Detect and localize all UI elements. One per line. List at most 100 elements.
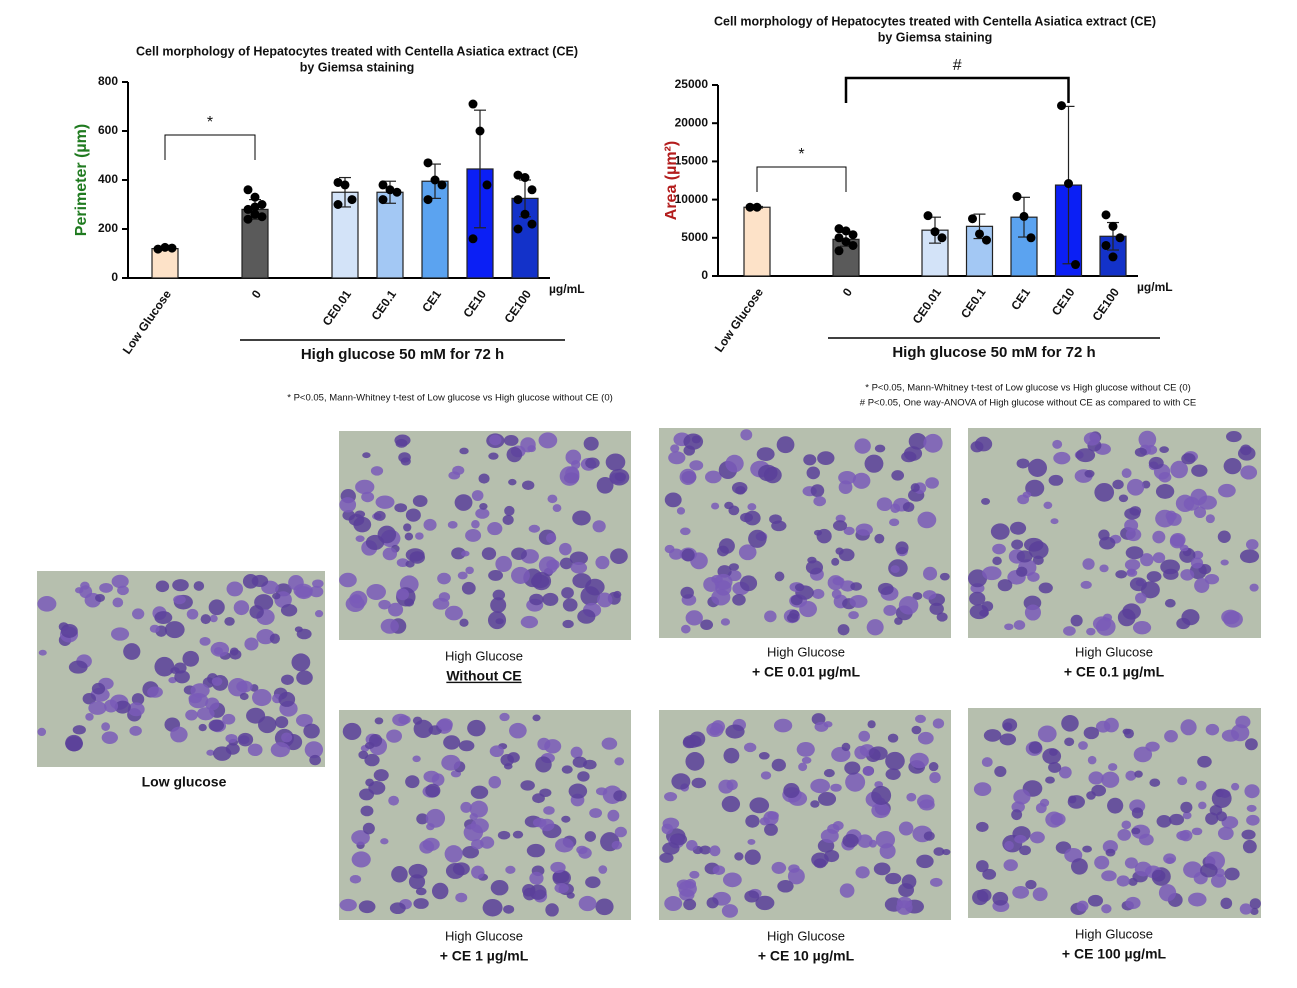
cell (451, 547, 466, 560)
cell (982, 868, 997, 880)
cell (976, 821, 989, 832)
cell (1218, 483, 1236, 498)
cell (699, 845, 711, 855)
cell (488, 452, 499, 460)
cell (511, 547, 527, 560)
cell (239, 692, 249, 701)
cell (1080, 580, 1092, 589)
cell (461, 581, 476, 595)
cell (1146, 571, 1162, 583)
data-point (520, 173, 530, 183)
cell (1024, 604, 1041, 621)
significance-bracket (844, 76, 1070, 103)
cell (488, 570, 504, 581)
cell (664, 792, 678, 802)
cell (199, 636, 211, 646)
cell (858, 730, 871, 742)
cell (355, 479, 375, 495)
cell (535, 756, 552, 773)
cell (855, 523, 873, 536)
cell (845, 772, 866, 792)
cell (813, 496, 826, 507)
cell (554, 883, 569, 894)
cell (455, 892, 468, 903)
cell (164, 621, 185, 639)
y-tick-label: 10000 (675, 192, 709, 206)
cell (182, 650, 200, 667)
cell (1083, 432, 1101, 446)
cell (1200, 863, 1218, 878)
cell (721, 904, 739, 918)
cell (1045, 811, 1063, 828)
cell (740, 512, 754, 523)
cell (912, 592, 923, 600)
cell (1068, 795, 1077, 804)
cell (874, 444, 886, 453)
cell (396, 588, 410, 601)
data-point (975, 229, 984, 239)
cell (412, 755, 421, 763)
cell (1082, 558, 1095, 570)
caption: High Glucose (1075, 644, 1153, 659)
data-point (527, 185, 537, 195)
cell (409, 551, 426, 564)
cell (552, 504, 562, 513)
cell (538, 432, 558, 449)
cell (596, 476, 614, 494)
cell (1117, 608, 1136, 627)
cell (504, 505, 515, 516)
cell (408, 863, 428, 879)
cell (803, 454, 817, 466)
cell (208, 719, 225, 732)
cell (1025, 879, 1037, 890)
cell (561, 815, 571, 823)
cell (595, 555, 610, 570)
cell (771, 758, 786, 772)
cell (876, 497, 893, 512)
cell (412, 495, 428, 507)
cell (1239, 903, 1252, 915)
cell (1023, 537, 1044, 552)
cell (883, 605, 897, 616)
significance-mark: * (207, 114, 213, 131)
data-point (333, 177, 343, 187)
cell (185, 709, 198, 721)
cell (499, 712, 510, 722)
cell (550, 861, 566, 874)
cell (577, 609, 596, 624)
cell (1195, 780, 1207, 791)
cell (1179, 544, 1189, 552)
cell (1250, 907, 1259, 916)
cell (773, 718, 793, 733)
cell (1216, 811, 1227, 822)
cell (831, 589, 842, 599)
cell (174, 670, 190, 684)
cell (933, 847, 945, 856)
cell (1223, 611, 1243, 628)
cell (1204, 573, 1220, 585)
cell (689, 460, 704, 471)
cell (839, 883, 855, 898)
cell (1163, 853, 1177, 864)
cell (885, 768, 901, 780)
cell (225, 733, 238, 743)
cell (810, 778, 831, 794)
data-point (1115, 233, 1125, 243)
cell (1038, 582, 1053, 594)
cell (437, 572, 451, 585)
cell (734, 852, 744, 861)
cell (992, 543, 1006, 555)
cell (528, 524, 540, 533)
cell (992, 891, 1009, 906)
cell (503, 905, 515, 914)
caption: + CE 0.01 µg/mL (752, 664, 860, 680)
caption: Low glucose (142, 774, 227, 790)
cell (272, 592, 281, 600)
cell (196, 707, 215, 721)
chart-title: Cell morphology of Hepatocytes treated w… (136, 44, 578, 58)
significance-mark: # (953, 57, 962, 74)
cell (228, 678, 248, 697)
y-tick-label: 200 (98, 221, 118, 235)
cell (664, 544, 675, 554)
cell (366, 584, 386, 600)
